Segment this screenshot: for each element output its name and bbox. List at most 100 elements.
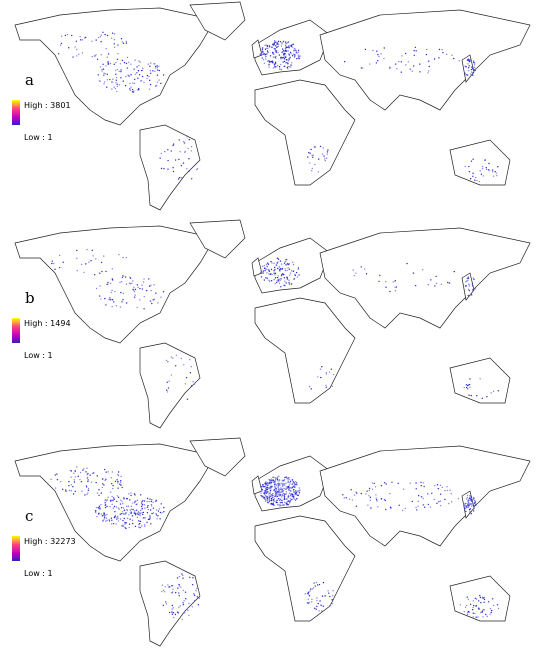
- density-dot: [311, 167, 314, 170]
- density-dot: [150, 500, 153, 503]
- density-dot: [64, 34, 67, 37]
- density-dot: [119, 518, 122, 520]
- density-dot: [277, 485, 280, 488]
- density-dot: [473, 604, 475, 607]
- density-dot: [117, 520, 120, 522]
- density-dot: [469, 494, 471, 497]
- density-dot: [296, 57, 298, 60]
- density-dot: [104, 479, 106, 482]
- density-dot: [266, 45, 269, 48]
- density-dot: [285, 264, 287, 266]
- density-dot: [467, 500, 469, 502]
- density-dot: [269, 273, 271, 276]
- density-dot: [265, 56, 267, 58]
- density-dot: [274, 480, 276, 483]
- density-dot: [376, 50, 378, 52]
- density-dot: [286, 501, 288, 503]
- density-dot: [261, 50, 263, 52]
- density-dot: [293, 491, 296, 493]
- density-dot: [445, 53, 448, 56]
- density-dot: [107, 63, 110, 66]
- density-dot: [124, 84, 127, 87]
- density-dot: [467, 277, 470, 279]
- density-dot: [273, 262, 275, 264]
- density-dot: [373, 482, 375, 485]
- density-dot: [125, 522, 128, 524]
- density-dot: [98, 494, 100, 497]
- density-dot: [308, 385, 311, 388]
- density-dot: [265, 500, 267, 502]
- density-dot: [278, 68, 281, 70]
- density-dot: [157, 515, 159, 517]
- density-dot: [468, 65, 470, 67]
- density-dot: [119, 503, 122, 505]
- density-dot: [458, 60, 460, 62]
- density-dot: [369, 496, 372, 499]
- density-dot: [117, 52, 119, 55]
- density-dot: [277, 497, 280, 500]
- density-dot: [280, 499, 282, 501]
- density-dot: [139, 509, 142, 512]
- density-dot: [129, 509, 131, 511]
- density-dot: [288, 283, 291, 286]
- density-dot: [137, 526, 140, 528]
- density-dot: [280, 45, 283, 47]
- density-dot: [54, 268, 56, 270]
- density-dot: [97, 513, 100, 515]
- density-dot: [123, 498, 125, 500]
- density-dot: [143, 499, 145, 502]
- density-dot: [157, 302, 159, 304]
- density-dot: [120, 506, 123, 509]
- density-dot: [398, 504, 400, 506]
- density-dot: [86, 477, 88, 479]
- density-dot: [482, 616, 484, 618]
- density-dot: [283, 487, 285, 490]
- density-dot: [284, 476, 286, 479]
- density-dot: [152, 512, 155, 514]
- density-dot: [122, 525, 124, 527]
- density-dot: [283, 482, 285, 485]
- density-dot: [317, 171, 320, 173]
- density-dot: [103, 514, 105, 516]
- density-dot: [113, 43, 115, 45]
- density-dot: [125, 505, 128, 507]
- density-dot: [136, 516, 139, 519]
- density-dot: [130, 86, 132, 88]
- density-dot: [268, 487, 271, 490]
- density-dot: [312, 587, 315, 589]
- density-dot: [482, 175, 484, 177]
- density-dot: [470, 73, 472, 75]
- density-dot: [272, 476, 274, 478]
- density-dot: [115, 81, 117, 84]
- density-dot: [140, 69, 143, 72]
- density-dot: [285, 55, 287, 57]
- density-dot: [68, 489, 71, 492]
- density-dot: [274, 478, 277, 480]
- density-dot: [278, 278, 280, 281]
- density-dot: [285, 258, 287, 261]
- density-dot: [480, 602, 482, 604]
- density-dot: [470, 500, 473, 502]
- density-dot: [297, 267, 300, 269]
- density-dot: [133, 286, 135, 288]
- density-dot: [281, 494, 284, 496]
- density-dot: [72, 486, 74, 488]
- density-dot: [292, 261, 294, 264]
- density-dot: [475, 503, 477, 505]
- density-dot: [262, 272, 264, 274]
- density-dot: [287, 481, 289, 484]
- density-dot: [268, 280, 271, 283]
- density-dot: [91, 56, 93, 58]
- density-dot: [117, 487, 119, 489]
- density-dot: [463, 610, 465, 613]
- density-dot: [142, 513, 144, 516]
- density-dot: [469, 496, 471, 498]
- density-dot: [114, 290, 116, 293]
- density-dot: [307, 598, 309, 600]
- density-dot: [116, 518, 118, 520]
- density-dot: [134, 525, 137, 528]
- density-dot: [178, 583, 180, 586]
- density-dot: [100, 261, 103, 264]
- density-dot: [101, 515, 104, 517]
- density-dot: [371, 482, 374, 484]
